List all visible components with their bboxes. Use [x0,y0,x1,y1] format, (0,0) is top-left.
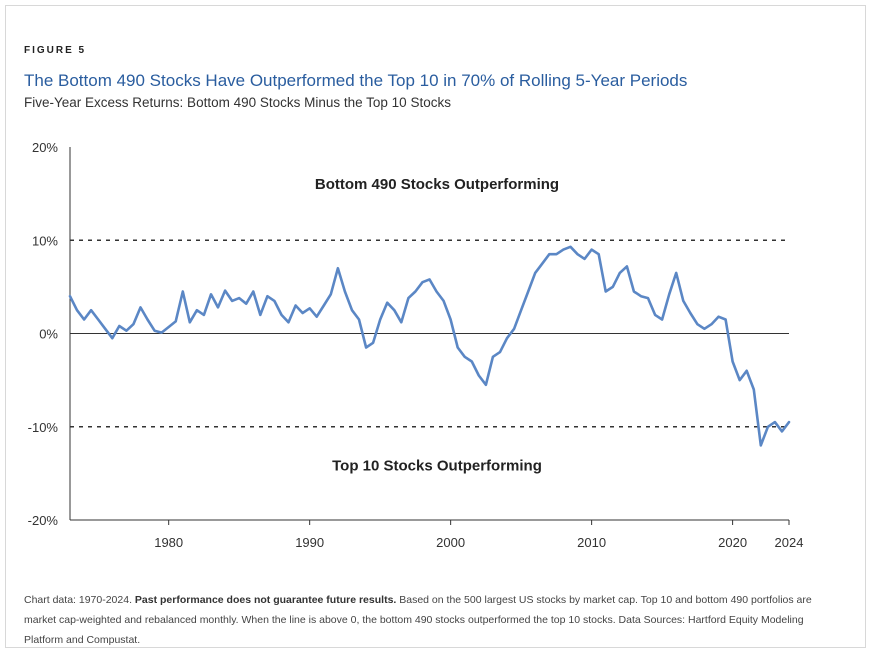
x-tick-label: 1990 [295,535,324,550]
y-tick-label: 0% [39,327,58,342]
x-tick-label: 2024 [775,535,804,550]
excess-return-line [68,245,791,447]
figure-card [5,5,866,648]
annotation-label: Bottom 490 Stocks Outperforming [315,176,559,193]
figure-label: FIGURE 5 [24,45,87,56]
x-tick-label: 2020 [718,535,747,550]
footnote-lead: Chart data: 1970-2024. [24,594,135,606]
y-tick-label: -20% [28,513,59,528]
footnote-disclaimer: Past performance does not guarantee futu… [134,594,397,606]
x-tick-label: 1980 [154,535,183,550]
chart-subtitle: Five-Year Excess Returns: Bottom 490 Sto… [24,95,451,110]
chart-title: The Bottom 490 Stocks Have Outperformed … [24,71,688,90]
footnote-body: Based on the 500 largest US stocks by ma… [24,594,812,646]
annotation-label: Top 10 Stocks Outperforming [332,458,542,475]
y-tick-label: 10% [32,233,58,248]
chart-area: 20% 10% 0% -10% -20% 1980 1990 2000 2010 2020 2024… [28,140,804,550]
y-tick-label: 20% [32,140,58,155]
x-tick-label: 2000 [436,535,465,550]
footnote: Chart data: 1970-2024. Past performance … [24,590,844,650]
x-tick-label: 2010 [577,535,606,550]
y-tick-label: -10% [28,420,59,435]
